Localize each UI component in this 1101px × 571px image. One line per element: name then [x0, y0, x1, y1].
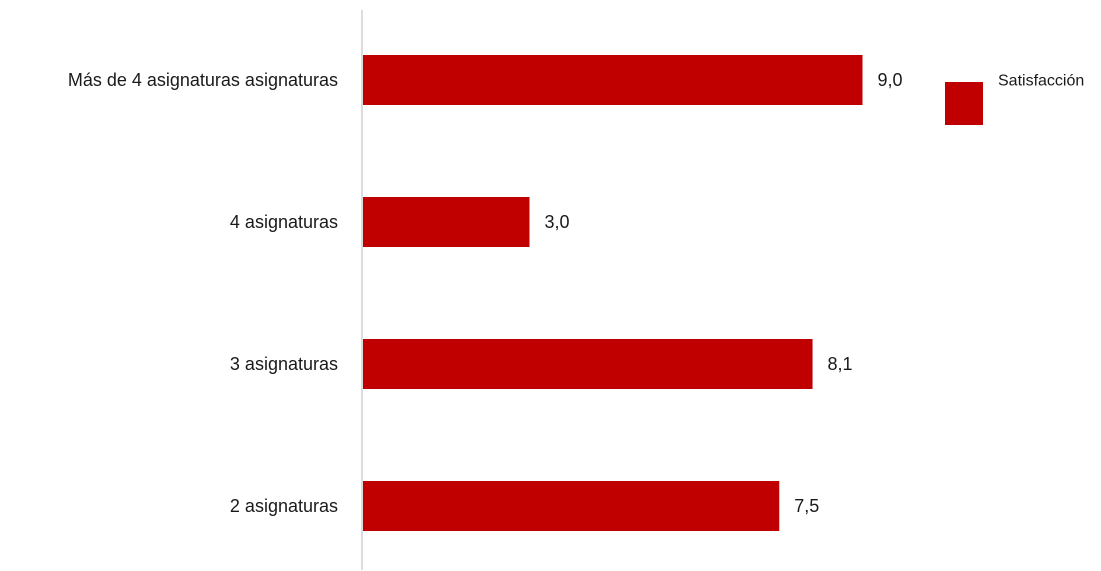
bar [363, 197, 530, 247]
legend-swatch [945, 82, 983, 125]
category-label: 2 asignaturas [230, 496, 338, 516]
value-label: 8,1 [828, 354, 853, 374]
value-label: 3,0 [545, 212, 570, 232]
bar [363, 339, 813, 389]
category-label: 4 asignaturas [230, 212, 338, 232]
category-label: Más de 4 asignaturas asignaturas [68, 70, 338, 90]
category-label: 3 asignaturas [230, 354, 338, 374]
value-label: 7,5 [794, 496, 819, 516]
bar [363, 481, 780, 531]
value-label: 9,0 [878, 70, 903, 90]
bar [363, 55, 863, 105]
legend-label: Satisfacción [998, 73, 1084, 90]
legend: Satisfacción [945, 73, 1084, 125]
bars-layer [363, 55, 863, 531]
value-labels: 9,0 3,0 8,1 7,5 [545, 70, 903, 516]
category-labels: Más de 4 asignaturas asignaturas 4 asigna… [68, 70, 338, 516]
